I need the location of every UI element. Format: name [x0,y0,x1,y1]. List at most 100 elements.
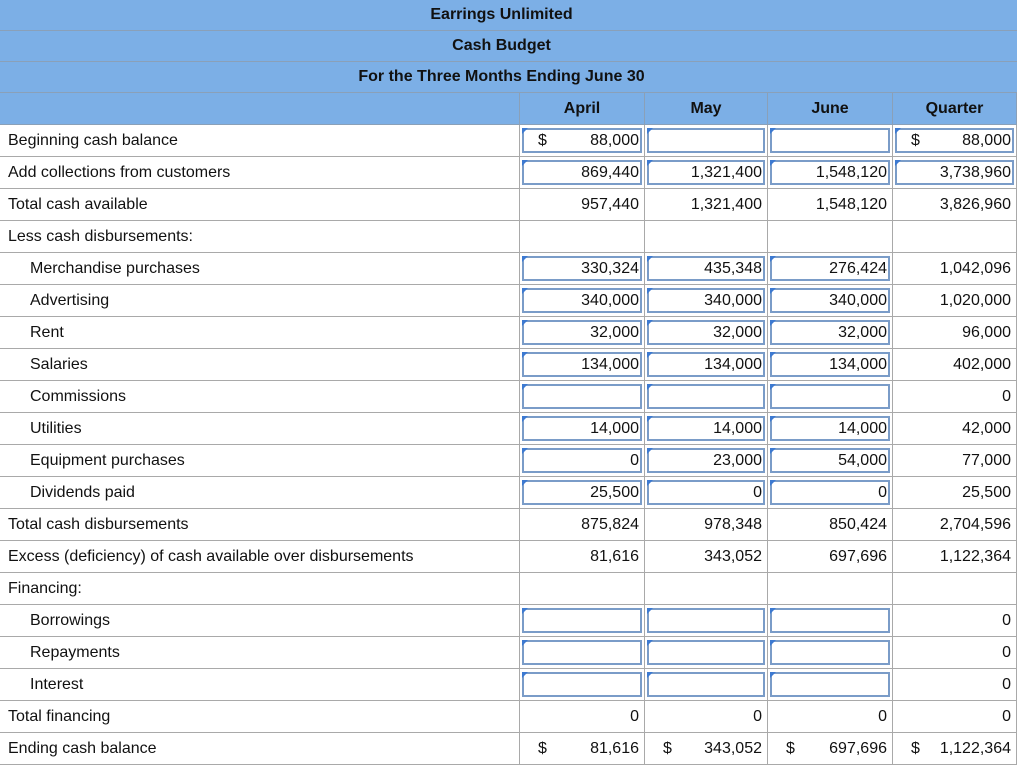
input-box[interactable] [647,128,765,153]
input-box[interactable] [522,384,642,409]
input-box[interactable] [770,672,890,697]
amount: 1,122,364 [939,547,1011,565]
value-cell: 42,000 [893,413,1017,445]
input-box[interactable] [522,608,642,633]
input-cell[interactable]: 32,000 [520,317,645,349]
input-box[interactable] [647,640,765,665]
input-cell[interactable]: 340,000 [520,285,645,317]
currency-symbol: $ [786,739,795,757]
input-box[interactable] [647,288,765,313]
input-cell[interactable]: 0 [520,445,645,477]
row-label: Ending cash balance [0,733,520,765]
input-box[interactable] [522,320,642,345]
input-cell[interactable] [645,637,768,669]
value-cell: 0 [893,701,1017,733]
input-cell[interactable]: 3,738,960 [893,157,1017,189]
input-cell[interactable]: 14,000 [768,413,893,445]
input-cell[interactable]: 340,000 [645,285,768,317]
input-box[interactable] [522,672,642,697]
input-cell[interactable]: 134,000 [645,349,768,381]
input-box[interactable] [522,480,642,505]
input-box[interactable] [770,288,890,313]
amount: 54,000 [838,451,887,469]
input-cell[interactable] [520,605,645,637]
input-box[interactable] [522,128,642,153]
input-box[interactable] [770,256,890,281]
input-cell[interactable] [768,125,893,157]
input-box[interactable] [522,640,642,665]
column-header: June [768,93,893,125]
input-box[interactable] [770,608,890,633]
input-cell[interactable] [768,381,893,413]
input-box[interactable] [895,160,1014,185]
input-box[interactable] [647,448,765,473]
input-box[interactable] [770,640,890,665]
input-box[interactable] [770,128,890,153]
input-box[interactable] [647,416,765,441]
row-label: Interest [0,669,520,701]
amount: 0 [1002,707,1011,725]
input-cell[interactable]: $88,000 [520,125,645,157]
input-cell[interactable]: 340,000 [768,285,893,317]
input-box[interactable] [647,352,765,377]
value-cell: 402,000 [893,349,1017,381]
input-cell[interactable] [645,669,768,701]
value-cell [645,221,768,253]
input-box[interactable] [770,352,890,377]
input-cell[interactable] [645,381,768,413]
input-cell[interactable]: 25,500 [520,477,645,509]
input-box[interactable] [770,160,890,185]
input-box[interactable] [770,384,890,409]
input-box[interactable] [522,256,642,281]
amount: 0 [753,707,762,725]
input-cell[interactable] [520,381,645,413]
input-cell[interactable] [520,637,645,669]
input-box[interactable] [895,128,1014,153]
input-cell[interactable] [645,125,768,157]
input-cell[interactable]: 1,321,400 [645,157,768,189]
row-label: Beginning cash balance [0,125,520,157]
input-box[interactable] [647,256,765,281]
input-cell[interactable] [645,605,768,637]
input-box[interactable] [770,416,890,441]
input-box[interactable] [522,416,642,441]
input-cell[interactable]: 1,548,120 [768,157,893,189]
input-cell[interactable]: 869,440 [520,157,645,189]
input-cell[interactable]: 23,000 [645,445,768,477]
input-cell[interactable]: 0 [645,477,768,509]
input-cell[interactable]: 0 [768,477,893,509]
amount: 32,000 [590,323,639,341]
input-box[interactable] [647,160,765,185]
input-cell[interactable] [768,637,893,669]
input-cell[interactable]: 435,348 [645,253,768,285]
row-label: Utilities [0,413,520,445]
input-box[interactable] [647,672,765,697]
input-cell[interactable]: 32,000 [645,317,768,349]
amount: 0 [630,451,639,469]
input-cell[interactable]: 330,324 [520,253,645,285]
input-box[interactable] [647,480,765,505]
input-cell[interactable]: 134,000 [520,349,645,381]
amount: 1,020,000 [939,291,1011,309]
input-cell[interactable]: 32,000 [768,317,893,349]
input-cell[interactable]: 276,424 [768,253,893,285]
input-box[interactable] [770,448,890,473]
input-cell[interactable]: 134,000 [768,349,893,381]
input-box[interactable] [522,448,642,473]
input-cell[interactable] [768,669,893,701]
input-cell[interactable]: 54,000 [768,445,893,477]
amount: 0 [878,483,887,501]
input-box[interactable] [647,608,765,633]
input-box[interactable] [522,288,642,313]
input-box[interactable] [770,320,890,345]
input-box[interactable] [770,480,890,505]
input-cell[interactable]: 14,000 [645,413,768,445]
input-box[interactable] [522,160,642,185]
input-cell[interactable]: 14,000 [520,413,645,445]
input-cell[interactable]: $88,000 [893,125,1017,157]
input-box[interactable] [647,320,765,345]
input-cell[interactable] [520,669,645,701]
input-cell[interactable] [768,605,893,637]
input-box[interactable] [647,384,765,409]
input-box[interactable] [522,352,642,377]
